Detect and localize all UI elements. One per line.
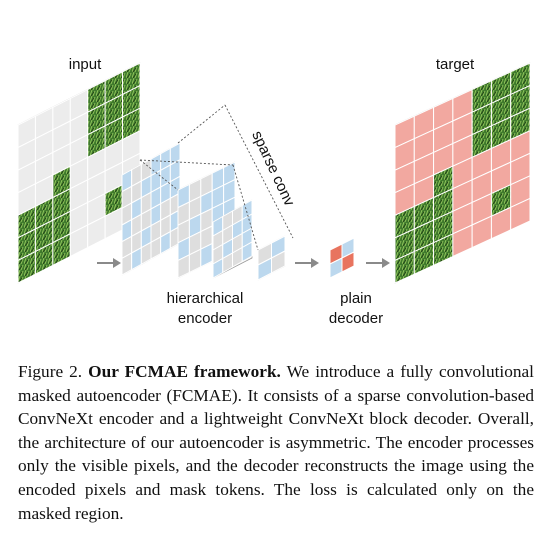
encoder-cell <box>271 250 286 274</box>
target-label: target <box>435 56 475 73</box>
caption-body: We introduce a fully convolutional maske… <box>18 362 534 523</box>
arrow-input-to-encoder <box>97 258 121 268</box>
target-patch-grid <box>394 62 531 284</box>
encoder-stage-2 <box>177 161 236 279</box>
encoder-stage-1 <box>121 142 181 276</box>
encoder-cell <box>241 241 253 263</box>
encoder-label-line1: hierarchical <box>166 290 244 307</box>
arrow-decoder-to-target <box>366 258 390 268</box>
caption-title: Our FCMAE framework. <box>88 362 281 381</box>
sparse-conv-guides <box>139 104 294 251</box>
encoder-stage-3 <box>212 199 253 279</box>
encoder-label-line2: encoder <box>177 310 233 327</box>
hierarchical-encoder <box>121 104 294 281</box>
figure-caption: Figure 2. Our FCMAE framework. We introd… <box>18 360 534 525</box>
input-label: input <box>68 56 102 73</box>
target-patch <box>510 197 531 231</box>
architecture-diagram <box>17 62 531 284</box>
plain-decoder <box>329 237 355 279</box>
decoder-label-line2: decoder <box>328 310 384 327</box>
fcmae-figure: input target sparse conv hierarchical en… <box>17 56 531 327</box>
encoder-stage-4 <box>257 235 286 281</box>
caption-label: Figure 2. <box>18 362 83 381</box>
arrow-encoder-to-decoder <box>295 258 319 268</box>
decoder-label-line1: plain <box>340 290 372 307</box>
input-image <box>17 62 141 284</box>
target-image <box>394 62 531 284</box>
